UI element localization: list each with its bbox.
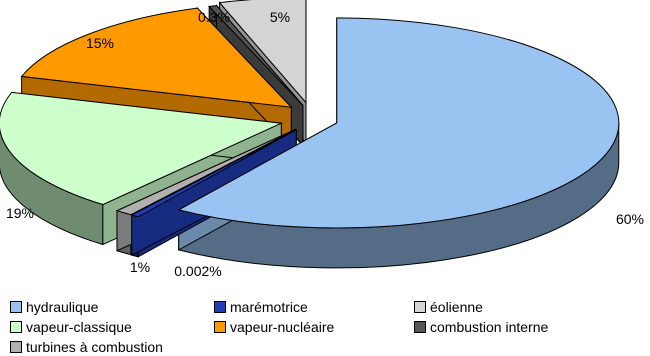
data-label: 1%	[130, 259, 150, 275]
legend: hydraulique marémotrice éolienne vapeur-…	[10, 299, 640, 355]
legend-item-combustion-interne: combustion interne	[414, 319, 548, 335]
legend-swatch	[414, 301, 426, 313]
legend-swatch	[10, 341, 22, 353]
data-label: 0.3%	[198, 9, 230, 25]
legend-item-eolienne: éolienne	[414, 299, 483, 315]
legend-label: éolienne	[430, 299, 483, 315]
data-label: 60%	[616, 211, 644, 227]
legend-label: marémotrice	[230, 299, 308, 315]
legend-item-vapeur-classique: vapeur-classique	[10, 319, 132, 335]
data-label: 0.002%	[174, 263, 221, 279]
pie-slice-turbines-à-combustion	[115, 128, 296, 216]
legend-swatch	[414, 321, 426, 333]
legend-label: turbines à combustion	[26, 339, 163, 355]
pie-slice-éolienne	[218, 0, 307, 104]
legend-item-turbines-a-combustion: turbines à combustion	[10, 339, 163, 355]
legend-swatch	[214, 321, 226, 333]
data-label: 5%	[270, 9, 290, 25]
data-label: 15%	[86, 35, 114, 51]
legend-label: hydraulique	[26, 299, 99, 315]
legend-swatch	[10, 301, 22, 313]
legend-swatch	[10, 321, 22, 333]
legend-swatch	[214, 301, 226, 313]
pie-chart: 60% 0.002% 5% 19% 15% 0.3% 1%	[0, 0, 644, 279]
pie-slice-marémotrice	[130, 129, 297, 218]
data-label: 19%	[6, 205, 34, 221]
pie-slice-combustion-interne	[208, 5, 304, 106]
legend-item-vapeur-nucleaire: vapeur-nucléaire	[214, 319, 334, 335]
pie-slice-vapeur-nucléaire	[20, 7, 293, 108]
legend-label: combustion interne	[430, 319, 549, 335]
pie-slice-vapeur-classique	[0, 91, 284, 206]
legend-label: vapeur-nucléaire	[230, 319, 335, 335]
pie-slice-hydraulique	[177, 17, 620, 229]
legend-item-maremotrice: marémotrice	[214, 299, 308, 315]
legend-label: vapeur-classique	[26, 319, 132, 335]
legend-item-hydraulique: hydraulique	[10, 299, 98, 315]
